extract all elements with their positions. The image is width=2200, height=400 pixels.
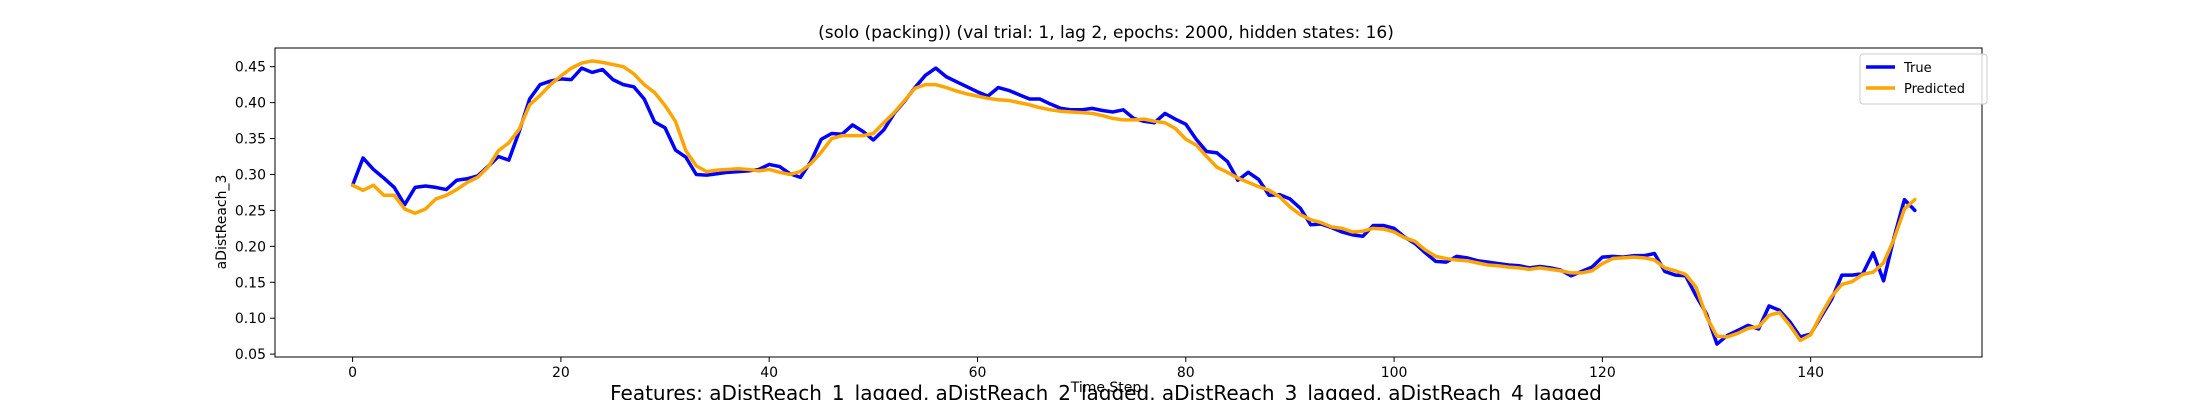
y-axis: 0.05 0.10 0.15 0.20 0.25 0.30 0.35 0.40 0.45 xyxy=(235,60,275,363)
x-tick-label: 120 xyxy=(1589,365,1616,381)
x-tick-label: 60 xyxy=(969,365,987,381)
y-tick-label: 0.45 xyxy=(235,60,266,76)
y-tick-label: 0.25 xyxy=(235,203,266,219)
x-axis: 0 20 40 60 80 100 120 140 xyxy=(348,357,1824,381)
y-axis-label: aDistReach_3 xyxy=(214,175,230,270)
x-tick-label: 40 xyxy=(760,365,778,381)
y-tick-label: 0.35 xyxy=(235,132,266,148)
x-tick-label: 140 xyxy=(1797,365,1824,381)
y-tick-label: 0.30 xyxy=(235,167,266,183)
plot-frame xyxy=(274,47,1983,358)
chart-title: (solo (packing)) (val trial: 1, lag 2, e… xyxy=(818,23,1394,43)
series-layer xyxy=(350,59,1917,346)
legend-label-true: True xyxy=(1903,61,1932,76)
y-tick-label: 0.20 xyxy=(235,239,266,255)
x-tick-label: 80 xyxy=(1177,365,1195,381)
legend: True Predicted xyxy=(1859,53,1988,105)
legend-label-predicted: Predicted xyxy=(1904,82,1965,97)
x-axis-label: Time Step xyxy=(1070,380,1142,396)
y-tick-label: 0.15 xyxy=(235,275,266,291)
y-tick-label: 0.10 xyxy=(235,311,266,327)
series-line-predicted xyxy=(350,59,1917,343)
x-tick-label: 0 xyxy=(348,365,357,381)
x-tick-label: 20 xyxy=(552,365,570,381)
y-tick-label: 0.05 xyxy=(235,347,266,363)
features-caption: Features: aDistReach_1_lagged, aDistReac… xyxy=(610,381,1602,400)
plot-area xyxy=(274,47,1983,358)
series-line-true xyxy=(350,66,1917,346)
x-tick-label: 100 xyxy=(1381,365,1408,381)
y-tick-label: 0.40 xyxy=(235,96,266,112)
